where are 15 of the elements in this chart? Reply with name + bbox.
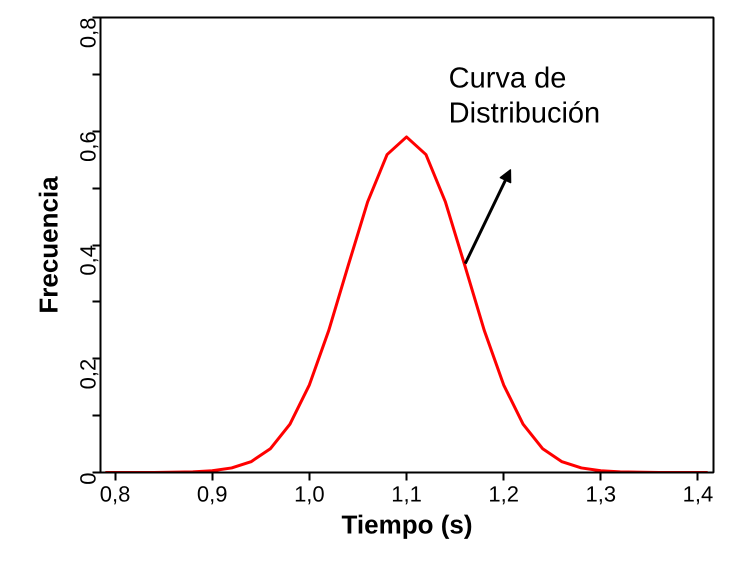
y-tick-label: 0,8 bbox=[76, 17, 100, 48]
x-tick-label: 0,8 bbox=[100, 482, 130, 506]
y-tick-label: 0,6 bbox=[76, 131, 100, 162]
x-axis-title: Tiempo (s) bbox=[342, 510, 472, 540]
x-tick-label: 1,1 bbox=[391, 482, 422, 506]
x-tick-label: 0,9 bbox=[196, 482, 228, 506]
y-axis-title: Frecuencia bbox=[34, 176, 64, 314]
x-tick-label: 1,4 bbox=[682, 482, 714, 506]
annotation: Curva de Distribución bbox=[448, 62, 600, 130]
y-tick-label: 0,2 bbox=[76, 358, 100, 390]
x-tick-label: 1,3 bbox=[586, 482, 616, 506]
y-tick-label: 0,4 bbox=[76, 244, 100, 276]
y-tick-label: 0 bbox=[76, 472, 100, 485]
x-tick-label: 1,2 bbox=[488, 482, 519, 506]
x-tick-label: 1,0 bbox=[294, 482, 325, 506]
